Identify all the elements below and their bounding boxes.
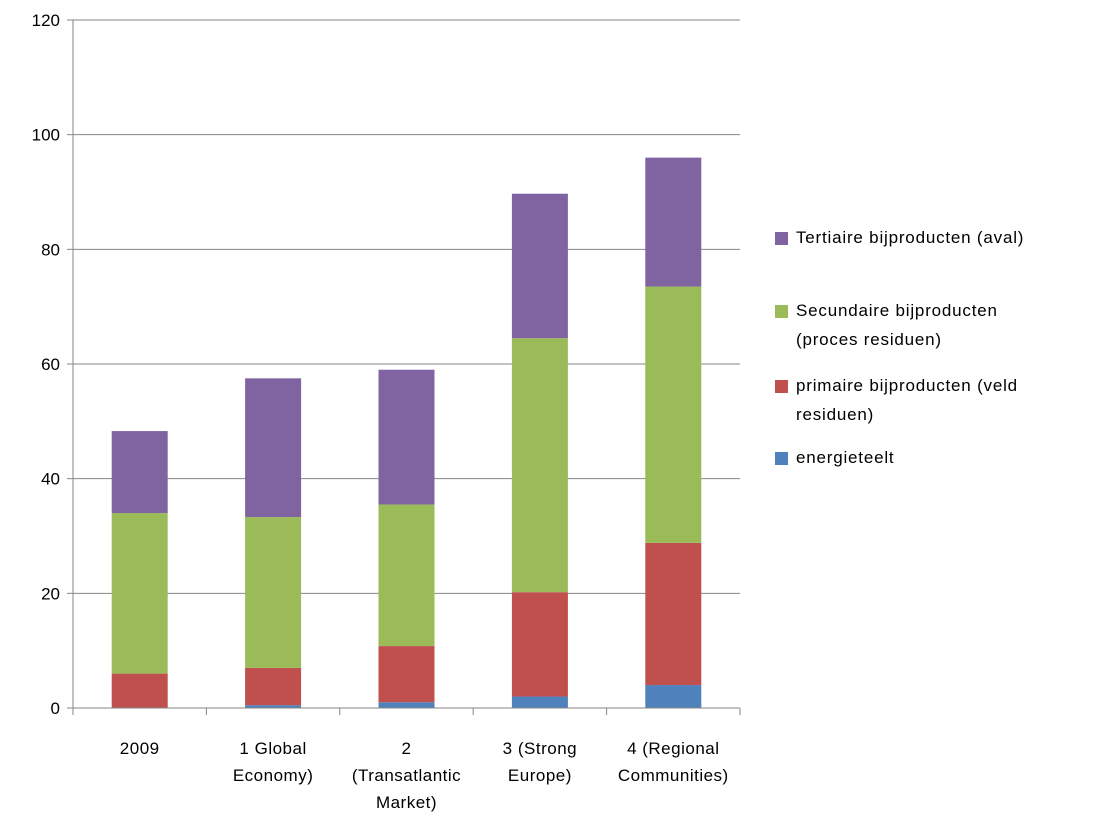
legend-swatch bbox=[775, 380, 788, 393]
gridlines bbox=[73, 19, 740, 594]
legend-entry: primaire bijproducten (veld residuen) bbox=[796, 376, 1018, 424]
bar-segment bbox=[511, 592, 568, 697]
y-tick-label: 120 bbox=[32, 11, 60, 30]
y-tick-label: 100 bbox=[32, 126, 60, 145]
bar-segment bbox=[645, 157, 702, 287]
bars bbox=[111, 157, 702, 708]
bar-segment bbox=[511, 193, 568, 339]
legend-entry: Tertiaire bijproducten (aval) bbox=[796, 228, 1024, 247]
bar-segment bbox=[511, 696, 568, 708]
bar-segment bbox=[378, 369, 435, 505]
legend-entry: energieteelt bbox=[796, 448, 894, 467]
bar-segment bbox=[245, 517, 302, 668]
bar-segment bbox=[378, 702, 435, 708]
y-tick-label: 60 bbox=[41, 355, 60, 374]
x-tick-label: 4 (Regional Communities) bbox=[618, 739, 729, 785]
bar-segment bbox=[645, 542, 702, 686]
bar-segment bbox=[511, 338, 568, 593]
axes: 0 20 40 60 80 100 120 2009 1 Global Economy) 2 (Tra… bbox=[32, 11, 741, 812]
bar-segment bbox=[245, 378, 302, 518]
bar-segment bbox=[645, 286, 702, 543]
y-tick-label: 20 bbox=[41, 584, 60, 603]
legend-swatch bbox=[775, 305, 788, 318]
y-tick-label: 0 bbox=[51, 699, 60, 718]
x-tick-label: 1 Global Economy) bbox=[233, 739, 314, 785]
x-tick-label: 2 (Transatlantic Market) bbox=[352, 739, 461, 812]
x-tick-label: 2009 bbox=[120, 739, 160, 758]
bar-segment bbox=[645, 685, 702, 708]
bar-segment bbox=[378, 504, 435, 647]
x-tick-label: 3 (Strong Europe) bbox=[503, 739, 577, 785]
bar-segment bbox=[378, 646, 435, 703]
legend-swatch bbox=[775, 452, 788, 465]
bar-segment bbox=[111, 673, 168, 708]
bar-segment bbox=[245, 705, 302, 708]
y-tick-label: 40 bbox=[41, 470, 60, 489]
legend: Tertiaire bijproducten (aval) Secundaire … bbox=[775, 228, 1024, 467]
legend-swatch bbox=[775, 232, 788, 245]
bar-segment bbox=[245, 667, 302, 706]
bar-segment bbox=[111, 431, 168, 514]
legend-entry: Secundaire bijproducten (proces residuen) bbox=[796, 301, 998, 349]
bar-segment bbox=[111, 513, 168, 674]
y-tick-label: 80 bbox=[41, 240, 60, 259]
